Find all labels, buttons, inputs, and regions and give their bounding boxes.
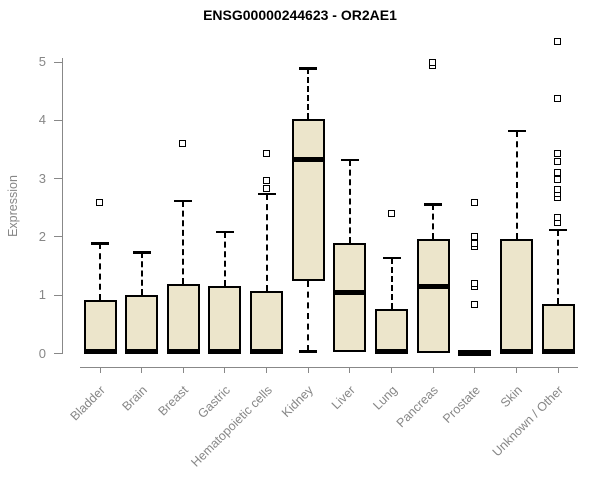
outlier-unknown-other [554,37,562,45]
y-tickmark [54,119,62,121]
y-tick-label: 2 [38,228,46,244]
x-tickmark [432,367,434,373]
y-tickmark [54,61,62,63]
x-tickmark [349,367,351,373]
outlier-unknown-other [554,94,562,102]
x-tickmark [182,367,184,373]
median-hematopoietic-cells [250,349,284,355]
x-tickmark [266,367,268,373]
x-tickmark [224,367,226,373]
outlier-hematopoietic-cells [262,185,270,193]
whisker-cap-lower-kidney [299,350,318,353]
outlier-pancreas [429,59,437,67]
y-tick-label: 0 [38,345,46,361]
outlier-unknown-other [554,186,562,194]
whisker-upper-breast [182,200,185,285]
box-kidney [291,118,325,281]
whisker-cap-upper-pancreas [424,203,443,206]
whisker-cap-upper-hematopoietic-cells [257,192,276,196]
x-tickmark [474,367,476,373]
whisker-upper-kidney [307,68,310,119]
outlier-prostate [470,198,478,206]
outlier-unknown-other [554,168,562,176]
outlier-bladder [96,199,103,207]
y-tick-label: 5 [38,54,46,69]
median-bladder [83,349,117,355]
y-tickmark [54,353,62,354]
median-prostate [458,349,492,355]
outlier-unknown-other [554,176,562,184]
y-tick-label: 1 [38,287,46,303]
whisker-cap-upper-brain [132,251,151,254]
box-bladder [83,300,117,354]
box-unknown-other [541,303,575,354]
x-tickmark [391,367,393,373]
median-skin [500,349,534,355]
whisker-cap-upper-bladder [91,242,109,245]
median-pancreas [416,283,450,289]
box-liver [333,243,367,353]
y-tick-label: 3 [38,170,46,186]
y-tick-label: 4 [38,112,46,128]
whisker-upper-liver [348,159,351,244]
whisker-cap-upper-skin [507,129,526,133]
outlier-unknown-other [554,150,562,158]
whisker-upper-brain [140,252,143,295]
x-tickmark [307,367,309,373]
x-tickmark [99,367,101,373]
box-skin [500,238,534,354]
x-tickmark [141,367,143,373]
whisker-upper-gastric [223,231,226,286]
chart-title: ENSG00000244623 - OR2AE1 [203,7,397,23]
whisker-cap-upper-unknown-other [549,228,568,232]
whisker-cap-upper-kidney [299,67,318,70]
whisker-cap-upper-gastric [215,230,234,234]
y-tickmark [54,178,62,180]
median-breast [166,349,200,355]
box-lung [375,309,409,354]
y-tickmark [54,236,62,238]
whisker-cap-upper-lung [382,256,401,260]
median-lung [375,349,409,355]
median-gastric [208,349,242,355]
box-breast [166,284,200,354]
median-brain [125,349,159,355]
whisker-cap-upper-liver [340,158,359,162]
whisker-cap-upper-breast [174,199,193,203]
whisker-upper-skin [515,130,518,239]
outlier-prostate [470,300,478,308]
outlier-lung [387,209,395,217]
x-axis-line [80,367,578,368]
median-kidney [291,156,325,162]
x-tickmark [516,367,518,373]
outlier-breast [179,139,187,147]
median-unknown-other [541,349,575,355]
median-liver [333,290,367,296]
y-tickmark [54,294,62,296]
x-tickmark [557,367,559,373]
outlier-hematopoietic-cells [262,176,270,184]
whisker-upper-unknown-other [557,229,560,304]
outlier-hematopoietic-cells [262,149,270,157]
box-hematopoietic-cells [250,290,284,354]
box-brain [125,294,159,354]
whisker-upper-pancreas [432,204,435,240]
outlier-prostate [470,240,478,248]
whisker-lower-kidney [307,280,310,352]
whisker-upper-lung [390,257,393,310]
whisker-upper-hematopoietic-cells [265,193,268,291]
outlier-prostate [470,232,478,240]
box-gastric [208,285,242,354]
outlier-unknown-other [554,158,562,166]
outlier-unknown-other [554,214,562,222]
y-axis-line [61,58,63,354]
outlier-prostate [470,280,478,288]
whisker-upper-bladder [99,243,101,301]
box-pancreas [416,239,450,353]
